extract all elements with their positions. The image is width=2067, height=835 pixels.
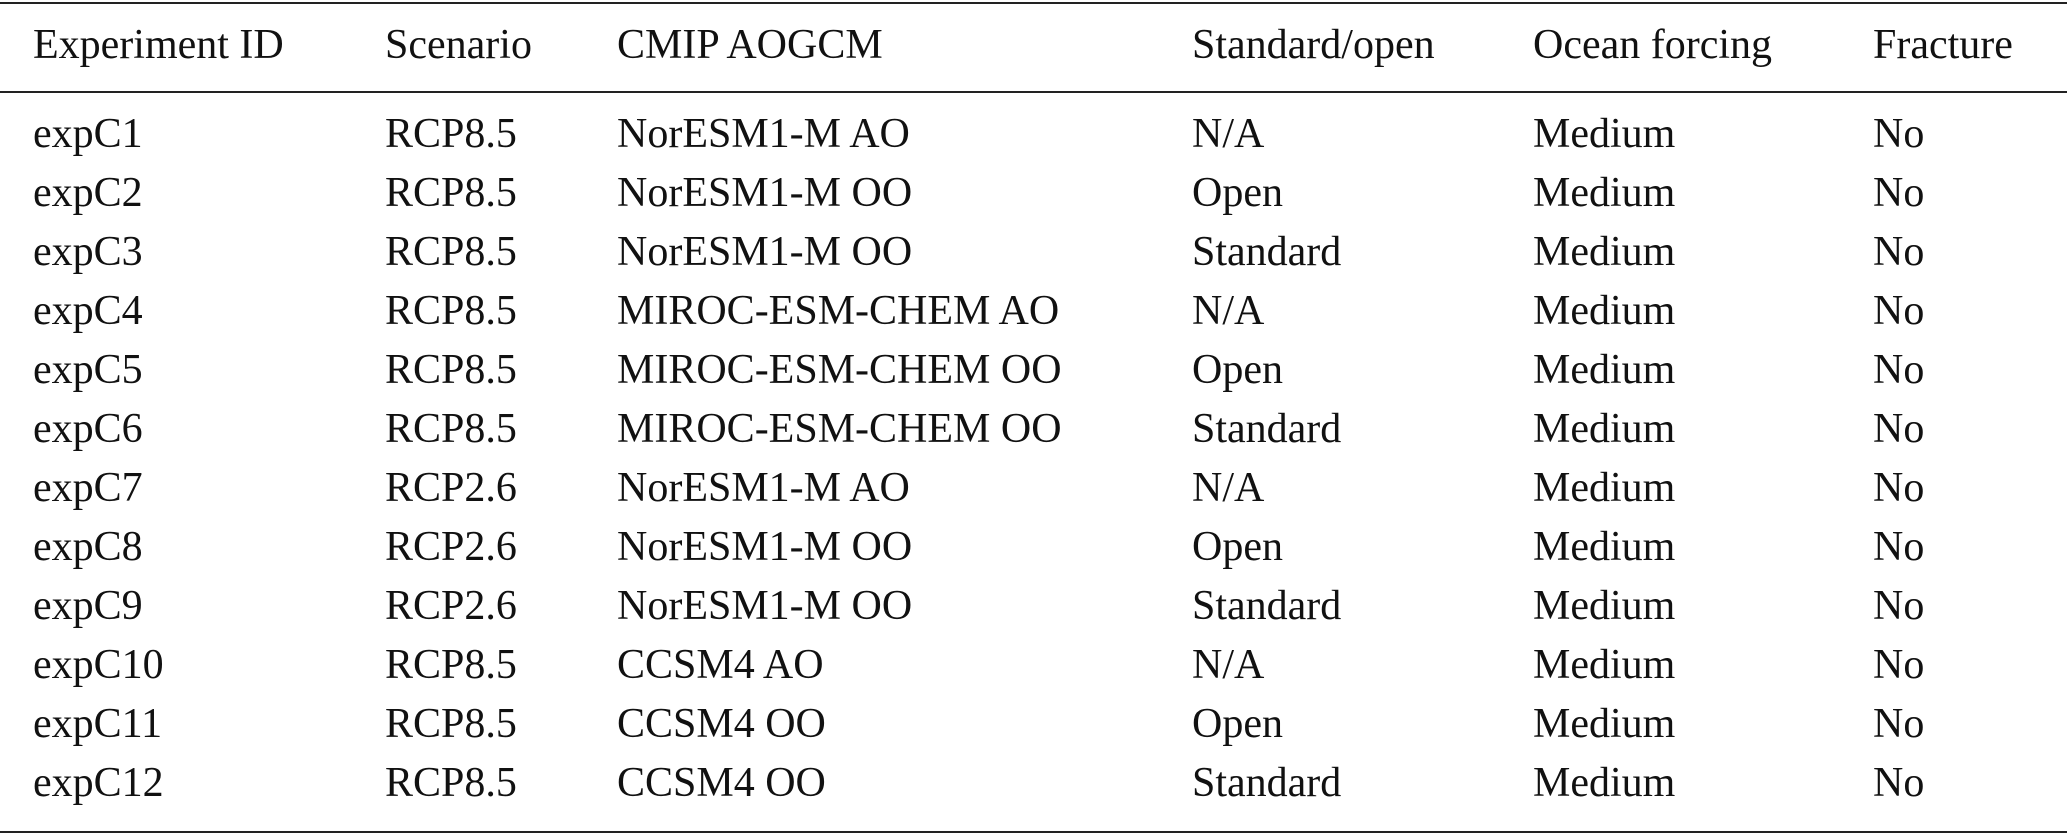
table-cell: CCSM4 AO — [617, 642, 824, 688]
table-cell: No — [1873, 524, 1925, 570]
table-cell: RCP8.5 — [385, 760, 517, 806]
table-cell: Medium — [1533, 465, 1676, 511]
table-cell: Standard — [1192, 406, 1342, 452]
table-cell: RCP8.5 — [385, 701, 517, 747]
table-cell: expC1 — [33, 111, 143, 157]
table-cell: expC11 — [33, 701, 163, 747]
table-cell: RCP8.5 — [385, 642, 517, 688]
table-cell: Open — [1192, 170, 1283, 216]
table-cell: RCP2.6 — [385, 524, 517, 570]
table-cell: No — [1873, 583, 1925, 629]
table-cell: MIROC-ESM-CHEM AO — [617, 288, 1060, 334]
table-cell: No — [1873, 170, 1925, 216]
table-cell: expC6 — [33, 406, 143, 452]
table-cell: Medium — [1533, 347, 1676, 393]
table-cell: RCP8.5 — [385, 111, 517, 157]
table-cell: CCSM4 OO — [617, 760, 826, 806]
table-cell: MIROC-ESM-CHEM OO — [617, 347, 1062, 393]
table-cell: Medium — [1533, 701, 1676, 747]
table-cell: N/A — [1192, 465, 1265, 511]
table-cell: expC12 — [33, 760, 164, 806]
table-cell: expC5 — [33, 347, 143, 393]
top-rule — [0, 2, 2067, 4]
bottom-rule — [0, 831, 2067, 833]
table-cell: RCP8.5 — [385, 170, 517, 216]
header-cell: Ocean forcing — [1533, 22, 1773, 68]
table-cell: expC10 — [33, 642, 164, 688]
table-cell: Medium — [1533, 111, 1676, 157]
table-cell: No — [1873, 760, 1925, 806]
table-cell: RCP8.5 — [385, 288, 517, 334]
table-cell: Medium — [1533, 760, 1676, 806]
table-cell: Medium — [1533, 288, 1676, 334]
table-cell: NorESM1-M OO — [617, 583, 913, 629]
table-cell: N/A — [1192, 111, 1265, 157]
table-cell: Medium — [1533, 229, 1676, 275]
table-cell: NorESM1-M AO — [617, 111, 910, 157]
table-cell: Standard — [1192, 760, 1342, 806]
table-cell: N/A — [1192, 288, 1265, 334]
table-cell: N/A — [1192, 642, 1265, 688]
table-cell: RCP2.6 — [385, 583, 517, 629]
table-cell: CCSM4 OO — [617, 701, 826, 747]
header-rule — [0, 91, 2067, 93]
table-cell: No — [1873, 406, 1925, 452]
table-cell: Medium — [1533, 642, 1676, 688]
table-cell: No — [1873, 465, 1925, 511]
table-cell: Medium — [1533, 170, 1676, 216]
table-cell: Medium — [1533, 406, 1676, 452]
table-cell: No — [1873, 111, 1925, 157]
header-cell: Scenario — [385, 22, 532, 68]
table-cell: RCP8.5 — [385, 347, 517, 393]
table-cell: Open — [1192, 701, 1283, 747]
table-cell: NorESM1-M AO — [617, 465, 910, 511]
table-cell: No — [1873, 642, 1925, 688]
table-cell: Medium — [1533, 524, 1676, 570]
table-cell: MIROC-ESM-CHEM OO — [617, 406, 1062, 452]
table-cell: NorESM1-M OO — [617, 229, 913, 275]
table-cell: No — [1873, 288, 1925, 334]
table-cell: RCP2.6 — [385, 465, 517, 511]
table-cell: No — [1873, 701, 1925, 747]
table-cell: expC3 — [33, 229, 143, 275]
table-cell: Standard — [1192, 583, 1342, 629]
table-cell: No — [1873, 229, 1925, 275]
table-cell: expC2 — [33, 170, 143, 216]
table-cell: RCP8.5 — [385, 406, 517, 452]
table-cell: NorESM1-M OO — [617, 524, 913, 570]
header-cell: Fracture — [1873, 22, 2013, 68]
table-cell: NorESM1-M OO — [617, 170, 913, 216]
table-cell: expC7 — [33, 465, 143, 511]
table-cell: expC8 — [33, 524, 143, 570]
table-cell: RCP8.5 — [385, 229, 517, 275]
table-cell: No — [1873, 347, 1925, 393]
table-cell: expC4 — [33, 288, 143, 334]
header-cell: Experiment ID — [33, 22, 284, 68]
table-cell: Medium — [1533, 583, 1676, 629]
header-cell: CMIP AOGCM — [617, 22, 883, 68]
header-cell: Standard/open — [1192, 22, 1435, 68]
table-cell: expC9 — [33, 583, 143, 629]
table-cell: Standard — [1192, 229, 1342, 275]
table-cell: Open — [1192, 347, 1283, 393]
table-cell: Open — [1192, 524, 1283, 570]
